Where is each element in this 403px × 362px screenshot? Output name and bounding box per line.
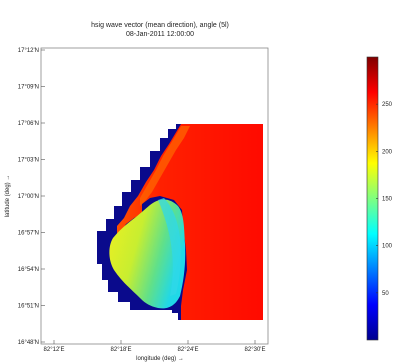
y-tick-label: 17°03'N bbox=[18, 158, 39, 164]
y-tick-label: 17°06'N bbox=[18, 121, 39, 127]
x-axis-label: longitude (deg) → bbox=[136, 356, 184, 362]
x-tick-label: 82°12'E bbox=[44, 347, 65, 353]
y-tick-label: 17°12'N bbox=[18, 48, 39, 54]
y-tick-label: 16°48'N bbox=[18, 340, 39, 346]
colorbar-tick-label: 200 bbox=[382, 149, 393, 155]
y-tick-label: 17°00'N bbox=[18, 194, 39, 200]
lagoon-streak bbox=[158, 198, 181, 296]
x-tick-label: 82°18'E bbox=[111, 347, 132, 353]
colorbar-tick-label: 250 bbox=[382, 102, 393, 108]
lagoon-region bbox=[109, 199, 186, 309]
colorbar-tick-label: 50 bbox=[382, 291, 389, 297]
colorbar-tick-label: 150 bbox=[382, 197, 393, 203]
y-tick-label: 16°51'N bbox=[18, 304, 39, 310]
y-tick-label: 17°09'N bbox=[18, 85, 39, 91]
chart-subtitle: 08-Jan-2011 12:00:00 bbox=[126, 31, 194, 38]
x-axis: 82°12'E 82°18'E 82°24'E 82°30'E bbox=[44, 340, 266, 353]
colorbar-ticks: 50 100 150 200 250 bbox=[376, 102, 393, 297]
chart-title: hsig wave vector (mean direction), angle… bbox=[91, 22, 229, 29]
colorbar-tick-label: 100 bbox=[382, 244, 393, 250]
x-tick-label: 82°24'E bbox=[178, 347, 199, 353]
coastal-band bbox=[140, 126, 190, 206]
y-tick-label: 16°57'N bbox=[18, 231, 39, 237]
x-tick-label: 82°30'E bbox=[245, 347, 266, 353]
sea-region bbox=[117, 124, 263, 320]
y-axis: 17°12'N 17°09'N 17°06'N 17°03'N 17°00'N 16°57… bbox=[18, 48, 45, 346]
y-tick-label: 16°54'N bbox=[18, 267, 39, 273]
y-axis-label: latitude (deg) → bbox=[5, 175, 11, 218]
